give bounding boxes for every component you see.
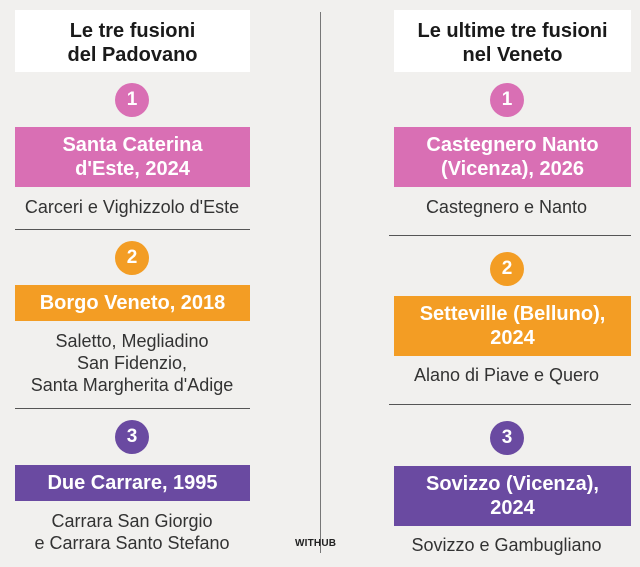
right-merger-1-name: Castegnero Nanto (Vicenza), 2026 bbox=[394, 127, 631, 187]
left-merger-2-name-line1: Borgo Veneto, 2018 bbox=[39, 292, 226, 314]
left-merger-2-name: Borgo Veneto, 2018 bbox=[15, 285, 250, 321]
left-merger-2-desc-line3: Santa Margherita d'Adige bbox=[30, 375, 234, 395]
left-number-3: 3 bbox=[115, 420, 149, 454]
right-merger-2-desc: Alano di Piave e Quero bbox=[373, 364, 640, 386]
left-merger-2-desc: Saletto, Megliadino San Fidenzio, Santa … bbox=[0, 330, 264, 396]
left-merger-2-desc-line2: San Fidenzio, bbox=[76, 353, 188, 373]
right-merger-3-name: Sovizzo (Vicenza), 2024 bbox=[394, 466, 631, 526]
left-number-2: 2 bbox=[115, 241, 149, 275]
left-merger-3-name: Due Carrare, 1995 bbox=[15, 465, 250, 501]
left-merger-1-desc: Carceri e Vighizzolo d'Este bbox=[0, 196, 264, 218]
left-merger-1-name-line2: d'Este, 2024 bbox=[75, 158, 190, 180]
right-merger-1-desc-line1: Castegnero e Nanto bbox=[425, 197, 588, 217]
right-title-line1: Le ultime tre fusioni bbox=[417, 20, 608, 42]
right-merger-2-name: Setteville (Belluno), 2024 bbox=[394, 296, 631, 356]
left-merger-3-desc-line1: Carrara San Giorgio bbox=[51, 511, 213, 531]
left-title-line1: Le tre fusioni bbox=[69, 20, 196, 42]
right-merger-1-name-line2: (Vicenza), 2026 bbox=[440, 158, 585, 180]
right-number-3: 3 bbox=[490, 421, 524, 455]
right-number-2: 2 bbox=[490, 252, 524, 286]
left-merger-2-desc-line1: Saletto, Megliadino bbox=[55, 331, 209, 351]
column-divider bbox=[320, 12, 321, 553]
right-merger-2-desc-line1: Alano di Piave e Quero bbox=[413, 365, 600, 385]
left-number-1: 1 bbox=[115, 83, 149, 117]
right-merger-1-name-line1: Castegnero Nanto bbox=[426, 134, 599, 156]
left-title: Le tre fusioni del Padovano bbox=[15, 10, 250, 72]
left-merger-3-name-line1: Due Carrare, 1995 bbox=[47, 472, 218, 494]
right-merger-2-name-line2: 2024 bbox=[490, 327, 535, 349]
right-separator-1 bbox=[389, 235, 631, 236]
right-merger-3-name-line1: Sovizzo (Vicenza), bbox=[425, 473, 599, 495]
right-merger-3-desc-line1: Sovizzo e Gambugliano bbox=[411, 535, 602, 555]
right-separator-2 bbox=[389, 404, 631, 405]
right-merger-3-desc: Sovizzo e Gambugliano bbox=[373, 534, 640, 556]
right-number-1: 1 bbox=[490, 83, 524, 117]
right-merger-2-name-line1: Setteville (Belluno), bbox=[419, 303, 606, 325]
right-merger-3-name-line2: 2024 bbox=[490, 497, 535, 519]
left-title-line2: del Padovano bbox=[67, 44, 198, 66]
brand-credit: WITHUB bbox=[295, 538, 337, 549]
left-merger-1-desc-line1: Carceri e Vighizzolo d'Este bbox=[24, 197, 240, 217]
left-merger-1-name-line1: Santa Caterina bbox=[62, 134, 203, 156]
left-merger-3-desc: Carrara San Giorgio e Carrara Santo Stef… bbox=[0, 510, 264, 554]
right-title-line2: nel Veneto bbox=[462, 44, 563, 66]
left-merger-1-name: Santa Caterina d'Este, 2024 bbox=[15, 127, 250, 187]
left-separator-2 bbox=[15, 408, 250, 409]
right-title: Le ultime tre fusioni nel Veneto bbox=[394, 10, 631, 72]
left-separator-1 bbox=[15, 229, 250, 230]
right-merger-1-desc: Castegnero e Nanto bbox=[373, 196, 640, 218]
left-merger-3-desc-line2: e Carrara Santo Stefano bbox=[34, 533, 230, 553]
